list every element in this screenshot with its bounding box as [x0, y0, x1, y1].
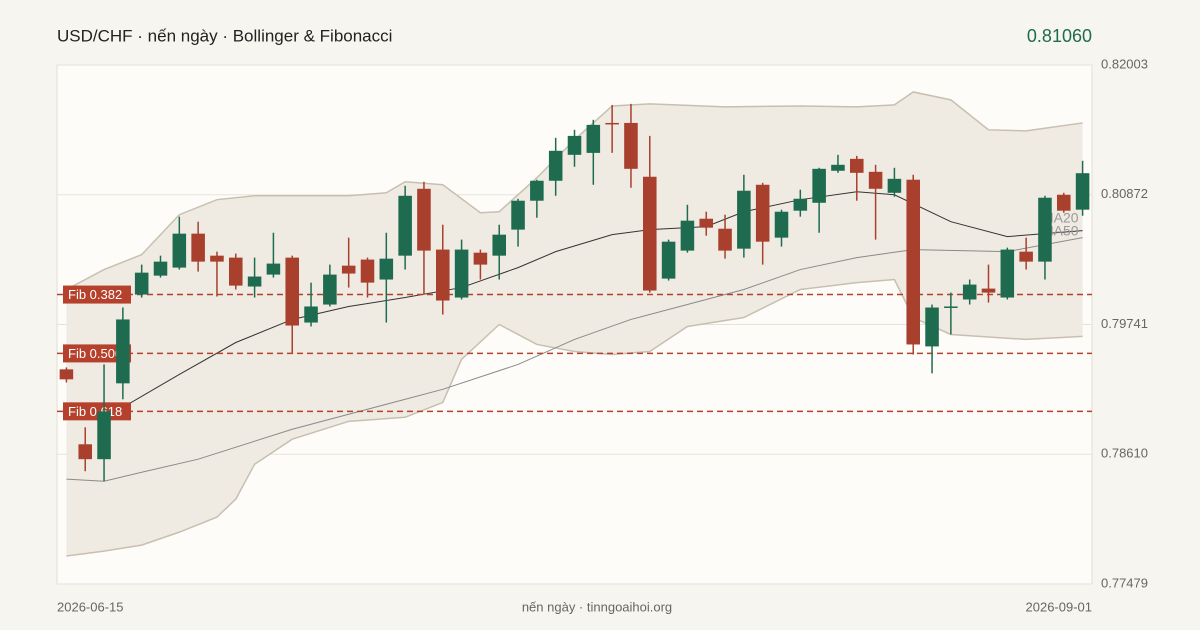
candle-body	[605, 122, 619, 125]
chart-title: USD/CHF · nến ngày · Bollinger & Fibonac…	[57, 26, 392, 45]
bollinger-upper	[66, 91, 1083, 291]
candle-body	[642, 176, 657, 291]
candle-body	[530, 180, 544, 201]
candle-body	[793, 198, 808, 211]
candle-body	[473, 252, 488, 265]
fib-label-box	[63, 285, 131, 304]
candle-body	[78, 444, 93, 460]
candle-body	[1000, 249, 1015, 298]
candle-body	[962, 284, 977, 300]
candle-body	[172, 233, 187, 268]
y-tick-label: 0.78610	[1101, 446, 1148, 461]
candle-body	[812, 168, 826, 203]
fib-label-box	[63, 402, 131, 421]
fib-label: Fib 0.618	[68, 404, 122, 419]
candle-body	[341, 265, 356, 274]
fib-label-box	[63, 344, 131, 363]
candle-body	[737, 190, 751, 249]
candle-body	[774, 211, 789, 238]
candle-body	[699, 218, 714, 228]
candle-body	[97, 411, 111, 460]
ma-line	[66, 237, 1083, 482]
candle-body	[153, 261, 168, 276]
y-tick-label: 0.82003	[1101, 56, 1148, 71]
candle-body	[981, 288, 996, 293]
candle-body	[624, 122, 638, 169]
candle-body	[398, 195, 412, 256]
candle-body	[718, 228, 732, 251]
candle-body	[228, 257, 243, 286]
candle-body	[944, 306, 958, 308]
candle-body	[906, 179, 921, 345]
candle-body	[661, 241, 676, 279]
candle-body	[417, 188, 431, 251]
candle-body	[887, 178, 902, 193]
candle-body	[1019, 251, 1033, 262]
candle-body	[548, 150, 563, 181]
candle-body	[304, 306, 318, 323]
candle-body	[116, 319, 130, 384]
candle-body	[1056, 194, 1071, 211]
candle-body	[323, 274, 337, 305]
y-tick-label: 0.80872	[1101, 186, 1148, 201]
candle-body	[191, 233, 205, 262]
candle-body	[435, 249, 450, 301]
candle-body	[285, 257, 300, 326]
candle-body	[831, 164, 845, 171]
candle-body	[849, 158, 864, 173]
candle-body	[680, 220, 695, 251]
fib-label: Fib 0.382	[68, 287, 122, 302]
candle-body	[1038, 197, 1052, 262]
ma-line	[103, 191, 1083, 415]
candle-body	[134, 272, 149, 295]
bollinger-lower	[66, 278, 1083, 557]
footer: nến ngày · tinngoaihoi.org	[522, 599, 672, 614]
candle-body	[567, 135, 582, 155]
candle-body	[511, 200, 525, 230]
candle-body	[360, 259, 375, 283]
y-tick-label: 0.77479	[1101, 575, 1148, 590]
x-tick-label: 2026-06-15	[57, 599, 124, 614]
candle-body	[210, 255, 224, 262]
candle-body	[59, 369, 74, 380]
y-tick-label: 0.79741	[1101, 316, 1148, 331]
candle-body	[266, 263, 281, 275]
bollinger-fill	[66, 91, 1083, 557]
fib-label: Fib 0.500	[68, 346, 122, 361]
candle-body	[247, 276, 262, 287]
x-tick-label: 2026-09-01	[1026, 599, 1093, 614]
candle-body	[868, 171, 883, 189]
candle-body	[492, 234, 507, 256]
candle-body	[1075, 173, 1090, 210]
candle-body	[454, 249, 469, 298]
candle-body	[755, 184, 770, 242]
candle-body	[379, 258, 394, 280]
candle-body	[925, 307, 939, 347]
last-price: 0.81060	[1027, 26, 1092, 46]
candle-body	[586, 124, 601, 153]
